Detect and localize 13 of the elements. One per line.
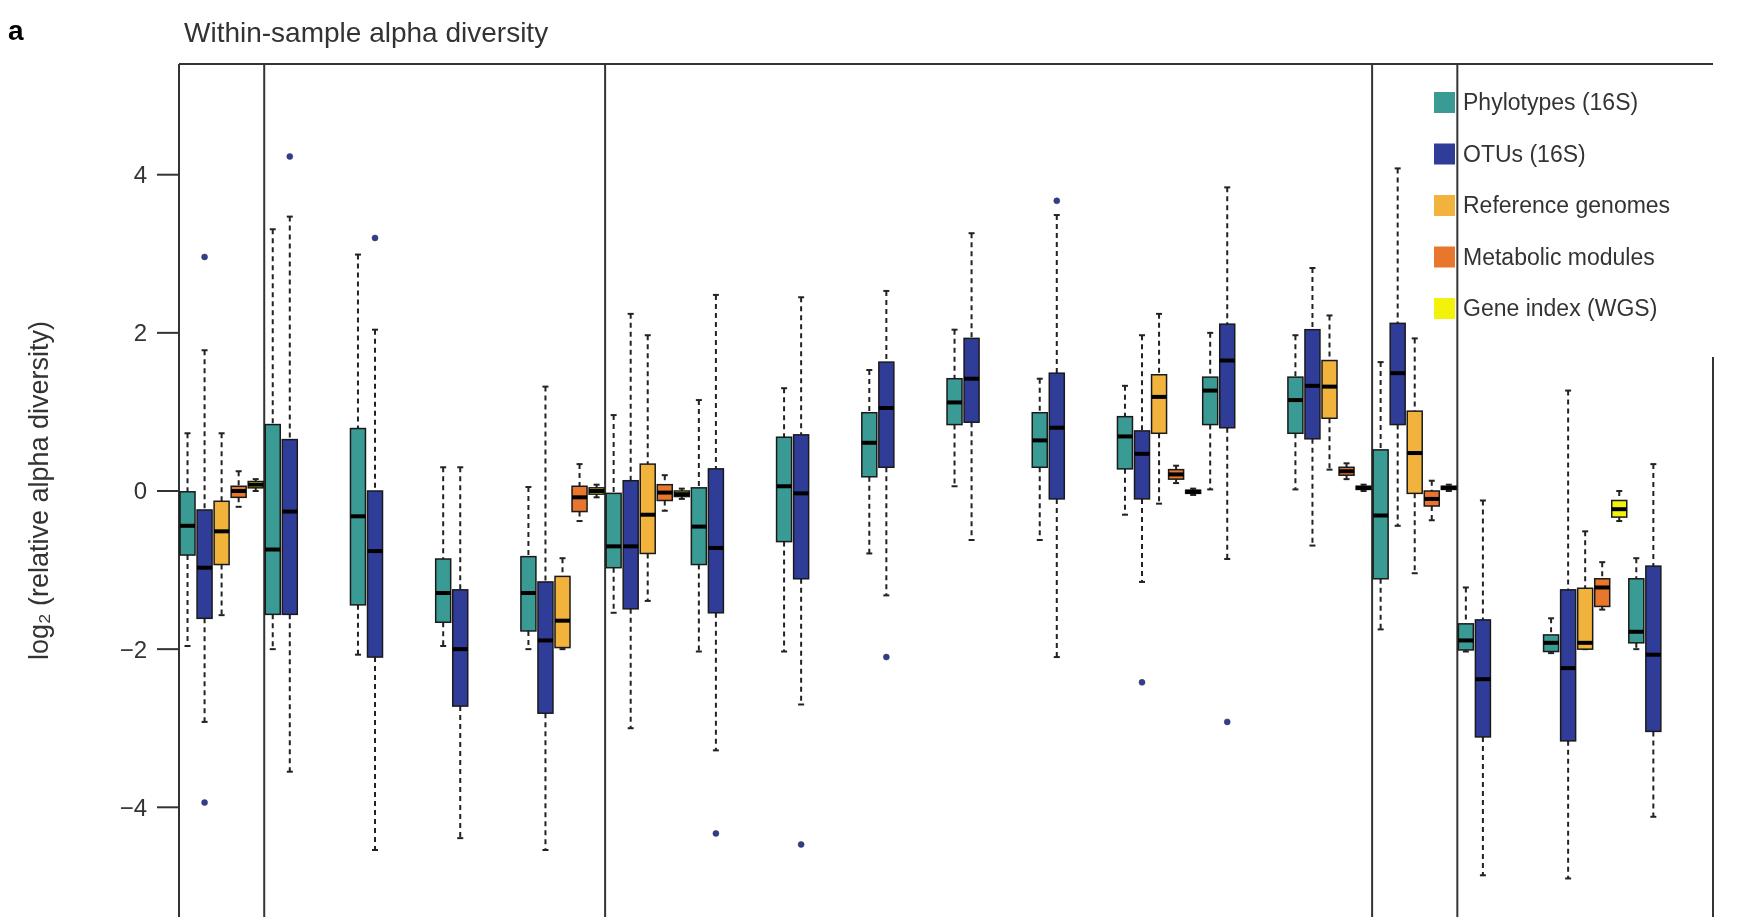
- y-tick-label: −2: [119, 635, 147, 663]
- y-tick-label: 4: [133, 161, 147, 189]
- legend-label: OTUs (16S): [1463, 140, 1586, 167]
- legend-label: Reference genomes: [1463, 192, 1671, 218]
- legend-label: Gene index (WGS): [1463, 295, 1658, 321]
- chart-title: Within-sample alpha diversity: [184, 17, 549, 48]
- y-tick-label: 0: [133, 477, 147, 505]
- text: a: [8, 15, 24, 46]
- y-tick-label: 2: [133, 319, 147, 347]
- y-tick-label: −4: [119, 793, 147, 821]
- legend-label: Metabolic modules: [1463, 243, 1655, 270]
- legend-label: Phylotypes (16S): [1463, 89, 1639, 115]
- y-axis-title: log₂ (relative alpha diversity): [24, 320, 54, 661]
